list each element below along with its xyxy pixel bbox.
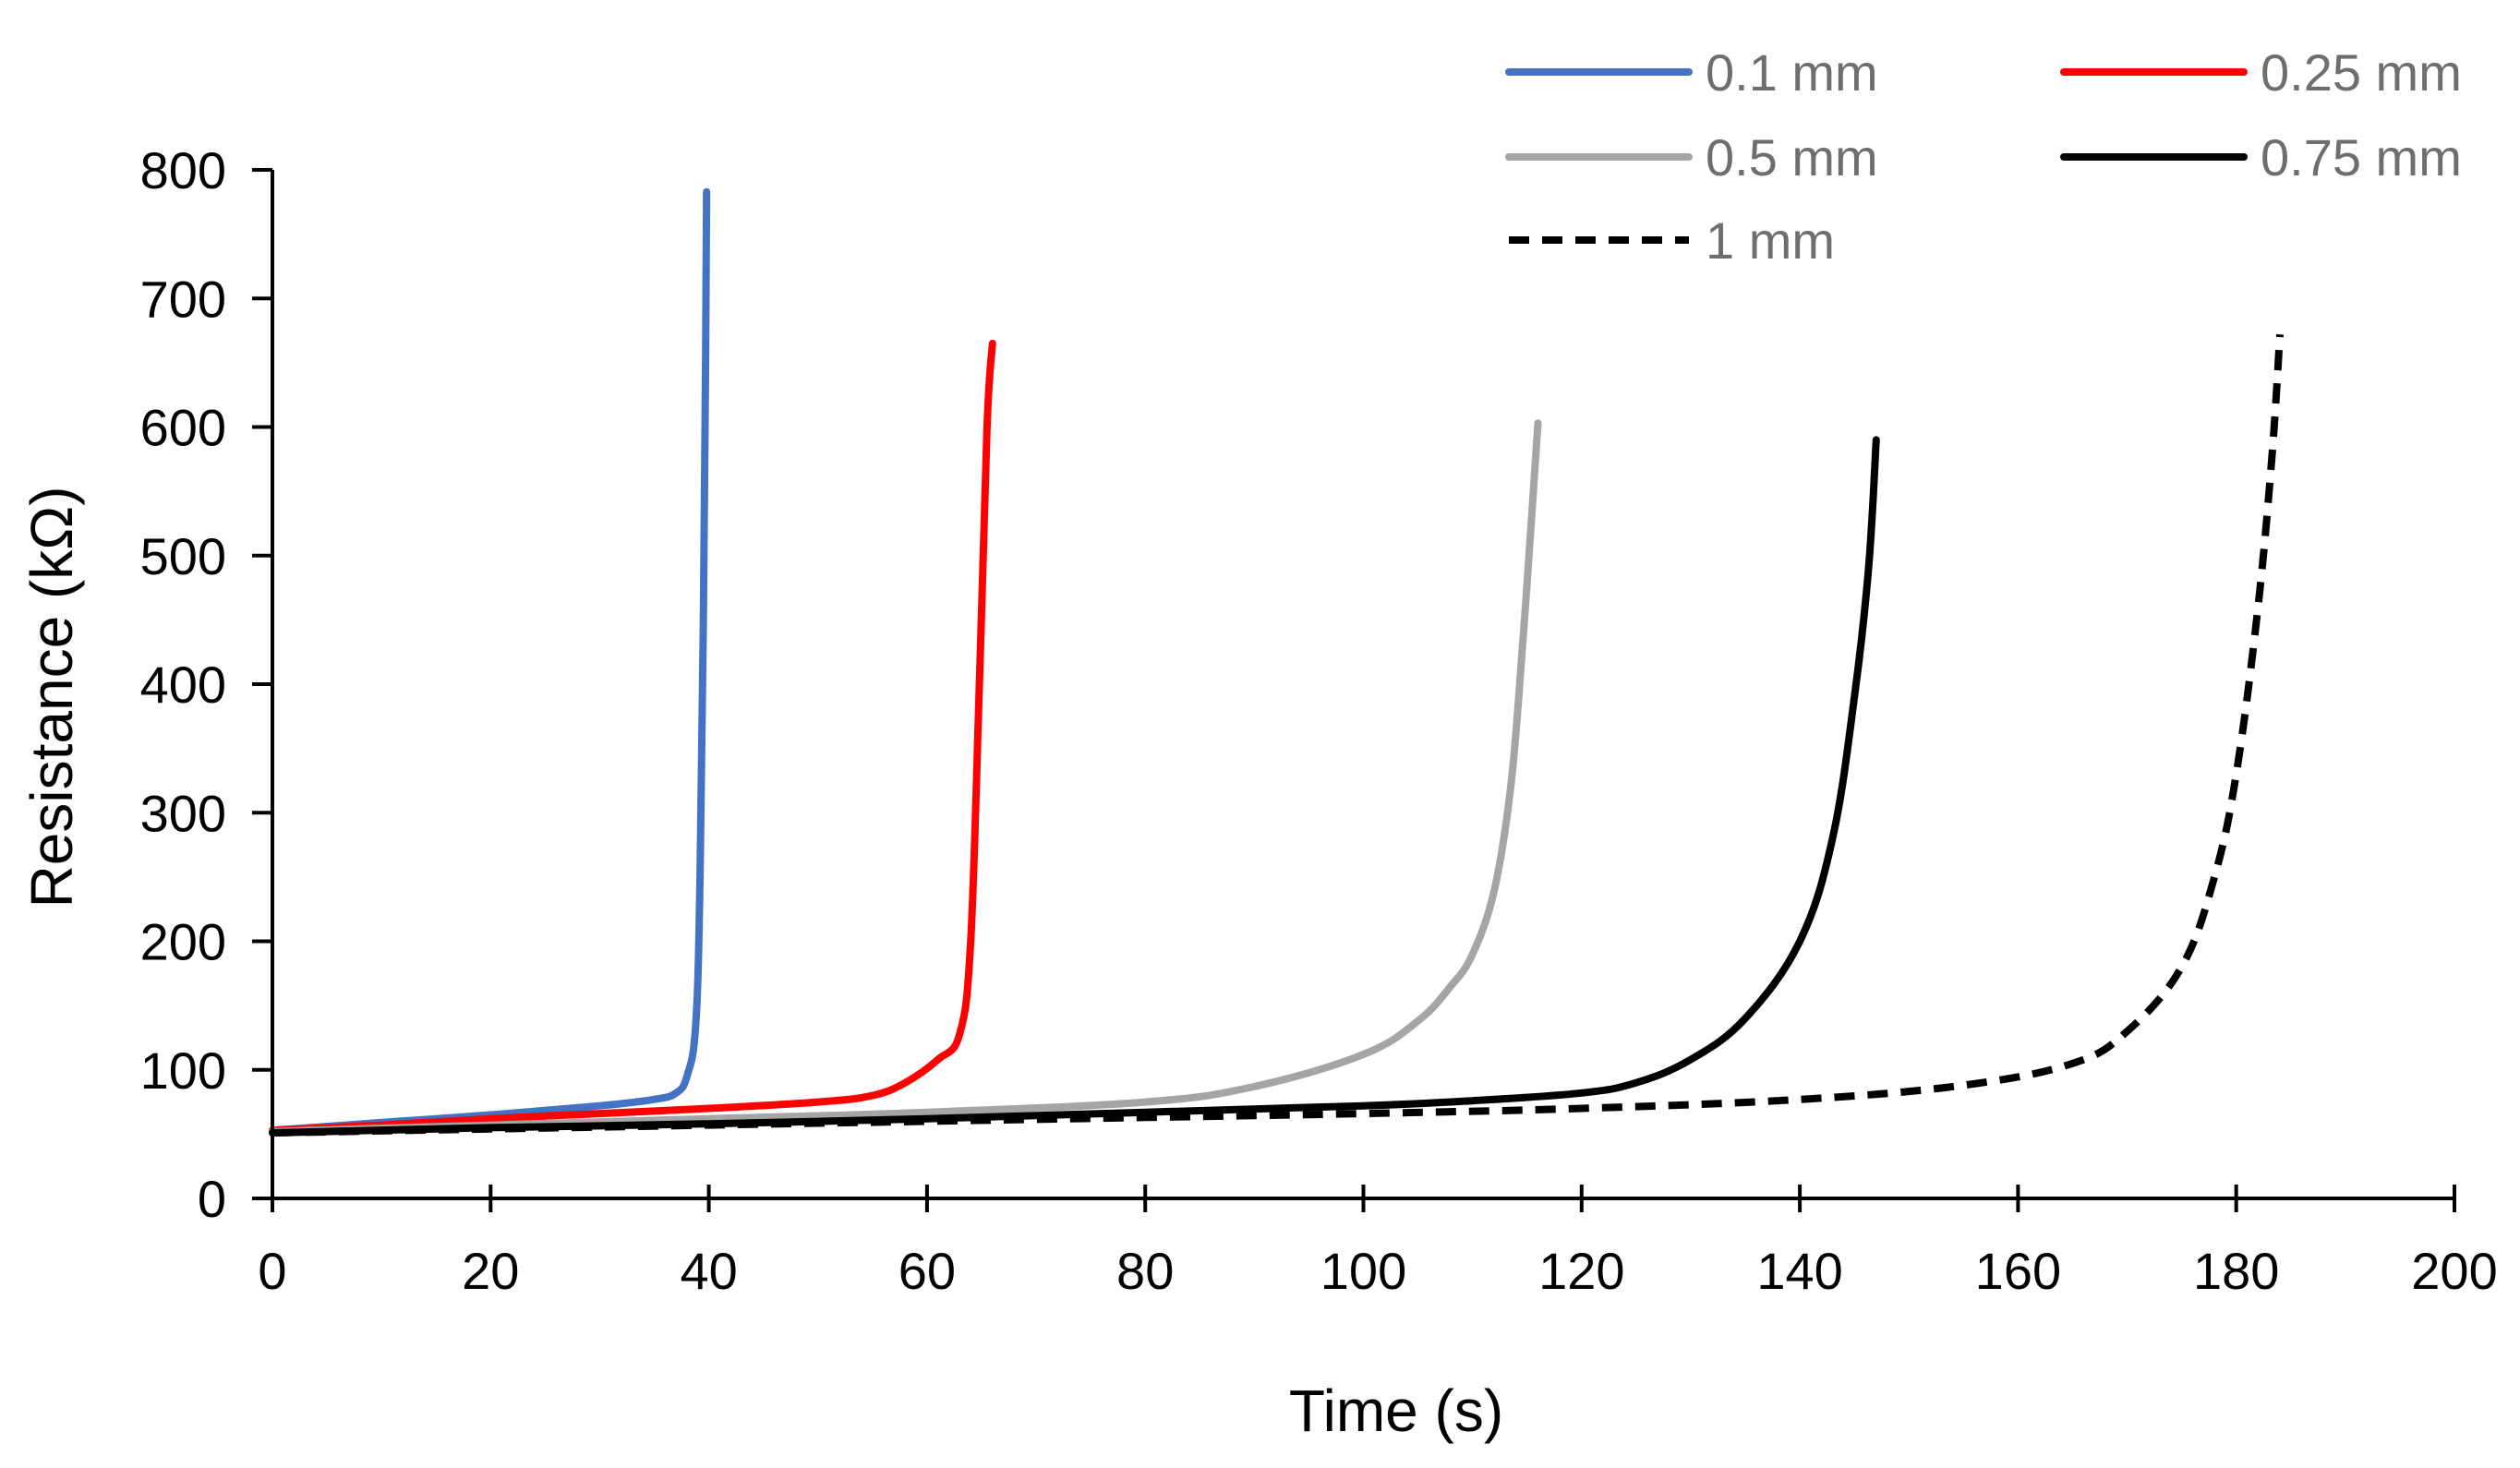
x-tick-label: 100 <box>1320 1242 1406 1300</box>
series-line-2 <box>269 340 996 1135</box>
x-tick-label: 120 <box>1538 1242 1624 1300</box>
y-tick-label: 600 <box>140 399 226 457</box>
axes-layer: 0 20 40 60 80 100 120 140 160 180 200 0 100 200 300 400… <box>140 141 2498 1300</box>
y-tick-label: 300 <box>140 784 226 842</box>
series-layer <box>269 187 2284 1137</box>
series-line-1 <box>269 187 711 1135</box>
x-tick-label: 200 <box>2411 1242 2497 1300</box>
legend-label: 0.25 mm <box>2261 43 2462 102</box>
legend-label: 0.1 mm <box>1706 43 1878 102</box>
legend-label: 0.75 mm <box>2261 128 2462 187</box>
legend-item-1: 0.1 mm <box>1505 43 1878 102</box>
x-tick-label: 0 <box>258 1242 286 1300</box>
y-tick-label: 100 <box>140 1041 226 1100</box>
series-line-4 <box>269 436 1880 1137</box>
legend-item-3: 0.5 mm <box>1505 128 1878 187</box>
y-tick-label: 0 <box>198 1170 226 1228</box>
x-tick-label: 60 <box>898 1242 956 1300</box>
y-tick-label: 800 <box>140 141 226 199</box>
legend-label: 1 mm <box>1706 211 1835 270</box>
legend: 0.1 mm 0.25 mm 0.5 mm 0.75 mm 1 mm <box>1505 43 2462 270</box>
legend-item-4: 0.75 mm <box>2060 128 2462 187</box>
series-line-5 <box>271 333 2284 1137</box>
x-tick-label: 40 <box>680 1242 737 1300</box>
y-tick-label: 400 <box>140 656 226 714</box>
x-tick-label: 140 <box>1756 1242 1842 1300</box>
y-tick-label: 500 <box>140 527 226 585</box>
legend-item-5: 1 mm <box>1509 211 1835 270</box>
x-tick-label: 180 <box>2193 1242 2279 1300</box>
series-line-3 <box>269 419 1542 1136</box>
legend-item-2: 0.25 mm <box>2060 43 2462 102</box>
x-tick-label: 20 <box>462 1242 519 1300</box>
y-tick-label: 200 <box>140 913 226 971</box>
y-axis-title: Resistance (kΩ) <box>18 487 85 908</box>
x-axis-title: Time (s) <box>1289 1378 1503 1444</box>
y-tick-label: 700 <box>140 270 226 328</box>
x-tick-label: 160 <box>1975 1242 2061 1300</box>
x-tick-label: 80 <box>1116 1242 1174 1300</box>
legend-label: 0.5 mm <box>1706 128 1878 187</box>
